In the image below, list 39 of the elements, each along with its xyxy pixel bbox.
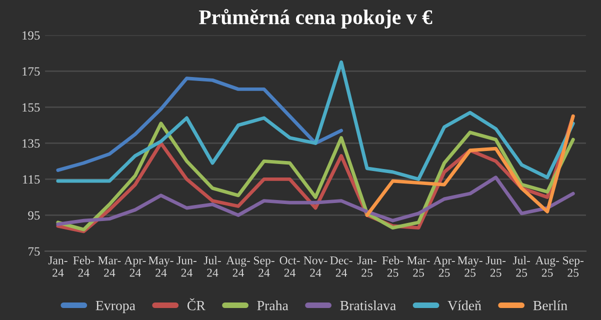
- y-tick-label: 95: [28, 211, 40, 220]
- x-tick-label: Jun- 24: [176, 256, 196, 277]
- chart-title: Průměrná cena pokoje v €: [199, 9, 432, 29]
- x-tick-label: May- 25: [458, 256, 482, 277]
- x-tick-label: Feb- 24: [73, 256, 94, 277]
- legend-label: Evropa: [96, 301, 136, 314]
- x-tick-label: Sep- 24: [254, 256, 274, 277]
- x-tick-label: Aug- 24: [226, 256, 250, 277]
- x-tick-label: Aug- 25: [535, 256, 560, 277]
- legend-label: Bratislava: [340, 300, 396, 310]
- line-series: [56, 76, 344, 172]
- x-tick-label: Jan- 25: [357, 256, 376, 277]
- x-tick-label: Apr- 25: [433, 256, 455, 277]
- legend-label: ČR: [187, 298, 206, 310]
- x-tick-label: Jan- 24: [48, 256, 68, 277]
- x-tick-label: Feb- 25: [382, 256, 404, 277]
- x-tick-label: Dec- 24: [330, 256, 352, 277]
- line-series: [56, 176, 575, 226]
- y-tick-label: 75: [28, 247, 40, 256]
- legend-label: Praha: [257, 300, 288, 310]
- x-tick-label: Jul- 25: [512, 256, 530, 277]
- x-tick-label: Sep- 25: [563, 256, 584, 277]
- x-tick-label: May- 24: [148, 256, 174, 277]
- y-tick-label: 175: [22, 67, 40, 76]
- y-tick-label: 195: [22, 31, 40, 40]
- line-series: [365, 114, 575, 217]
- x-tick-label: Jun- 25: [486, 256, 506, 277]
- x-tick-label: Oct- 24: [280, 256, 300, 277]
- x-tick-label: Nov- 24: [304, 256, 328, 277]
- x-tick-label: Mar- 25: [407, 256, 430, 277]
- y-tick-label: 115: [23, 175, 40, 184]
- x-tick-label: Apr- 24: [124, 256, 146, 277]
- y-tick-label: 155: [22, 103, 40, 112]
- line-series: [56, 60, 575, 183]
- x-tick-label: Mar- 24: [98, 256, 121, 277]
- legend-label: Vídeň: [448, 300, 482, 310]
- y-tick-label: 135: [22, 139, 40, 148]
- legend-label: Berlín: [533, 300, 568, 310]
- x-tick-label: Jul- 24: [204, 256, 221, 277]
